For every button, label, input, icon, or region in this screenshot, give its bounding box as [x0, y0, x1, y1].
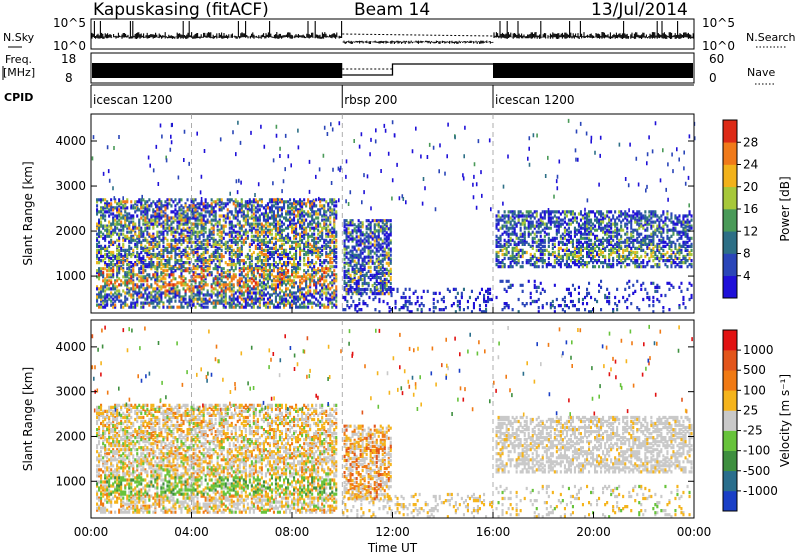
- power-colorbar-swatch: [723, 164, 737, 188]
- nsky-trace: [91, 21, 694, 44]
- nave-tick-top: 60: [709, 52, 724, 66]
- power-colorbar-tick-label: 28: [743, 135, 758, 149]
- power-ytick-label: 1000: [55, 269, 86, 283]
- power-colorbar-swatch: [723, 275, 737, 299]
- x-axis-label: Time UT: [367, 541, 418, 554]
- velocity-colorbar-swatch: [723, 410, 737, 431]
- cpid-label: CPID: [4, 91, 33, 104]
- power-colorbar-tick-label: 12: [743, 224, 758, 238]
- velocity-ytick-label: 1000: [55, 474, 86, 488]
- strip-panels: N.Sky 10^5 10^0 10^5 10^0 N.Search Freq.[MHz] 1…: [2, 16, 796, 108]
- velocity-cells: [91, 324, 693, 519]
- velocity-ytick-label: 3000: [55, 385, 86, 399]
- power-ylabel: Slant Range [km]: [21, 161, 35, 265]
- power-ytick-label: 3000: [55, 179, 86, 193]
- freq-tick-bottom: 8: [65, 71, 73, 85]
- velocity-colorbar-tick-label: 500: [743, 363, 766, 377]
- velocity-colorbar-swatch: [723, 330, 737, 351]
- power-cell-group: [96, 120, 693, 314]
- velocity-colorbar-swatch: [723, 350, 737, 371]
- nave-tick-bottom: 0: [709, 71, 717, 85]
- velocity-colorbar-swatch: [723, 430, 737, 451]
- nsearch-tick-top: 10^5: [702, 16, 735, 30]
- velocity-colorbar-swatch: [723, 470, 737, 492]
- velocity-colorbar-frame: [722, 329, 738, 512]
- velocity-cell-group: [96, 328, 680, 496]
- power-cell-group: [98, 267, 336, 293]
- power-colorbar-tick-label: 8: [743, 247, 751, 261]
- nsky-label: N.Sky: [3, 31, 35, 44]
- velocity-colorbar-tick-label: 1000: [743, 343, 774, 357]
- power-colorbar-tick-label: 16: [743, 202, 758, 216]
- power-colorbar-swatch: [723, 186, 737, 210]
- power-cell-group: [96, 121, 693, 314]
- nsearch-tick-bottom: 10^0: [702, 39, 735, 53]
- x-tick-label: 00:00: [74, 525, 109, 539]
- power-colorbar-tick-label: 24: [743, 158, 758, 172]
- nsearch-trace: [342, 33, 494, 37]
- freq-band-2: [493, 63, 693, 78]
- power-colorbar-swatch: [723, 253, 737, 277]
- power-colorbar-tick-label: 4: [743, 269, 751, 283]
- beam-title: Beam 14: [354, 0, 431, 20]
- power-colorbar-swatch: [723, 142, 737, 165]
- velocity-colorbar-swatch: [723, 450, 737, 472]
- cpid-segment-label: icescan 1200: [93, 93, 172, 107]
- velocity-colorbar-swatch: [723, 390, 737, 411]
- power-panel: 1000 2000 3000 4000 Slant Range [km]: [21, 113, 696, 314]
- velocity-ytick-label: 2000: [55, 429, 86, 443]
- x-tick-label: 12:00: [375, 525, 410, 539]
- date-title: 13/Jul/2014: [591, 0, 688, 20]
- velocity-colorbar-tick-label: -25: [743, 424, 763, 438]
- x-tick-label: 16:00: [476, 525, 511, 539]
- power-cell-group: [98, 198, 338, 309]
- power-ytick-label: 4000: [55, 134, 86, 148]
- freq-band-1: [92, 63, 343, 78]
- cpid-segment-label: icescan 1200: [495, 93, 574, 107]
- velocity-colorbar-tick-label: -1000: [743, 484, 778, 498]
- nsky-frame: [90, 18, 695, 50]
- x-tick-label: 08:00: [275, 525, 310, 539]
- cpid-segment-label: rbsp 200: [344, 93, 397, 107]
- nsky-tick-bottom: 10^0: [53, 39, 86, 53]
- x-tick-label: 04:00: [174, 525, 209, 539]
- nsky-tick-top: 10^5: [53, 16, 86, 30]
- station-title: Kapuskasing (fitACF): [93, 0, 269, 20]
- x-tick-label: 00:00: [677, 525, 712, 539]
- x-tick-label: 20:00: [576, 525, 611, 539]
- velocity-cell-group: [96, 325, 693, 519]
- velocity-colorbar-tick-label: -500: [743, 464, 770, 478]
- velocity-colorbar-label: Velocity [m s⁻¹]: [778, 374, 792, 467]
- velocity-panel: 1000 2000 3000 4000 Slant Range [km]: [21, 319, 695, 519]
- power-colorbar-swatch: [723, 120, 737, 143]
- power-ytick-label: 2000: [55, 224, 86, 238]
- axes: 00:00 04:00 08:00 12:00 16:00 20:00 00:00 Time …: [74, 525, 712, 554]
- velocity-colorbar-tick-label: 25: [743, 403, 758, 417]
- freq-unit: [MHz]: [3, 66, 35, 79]
- freq-label: Freq.: [5, 53, 32, 66]
- freq-line-rbsp: [342, 63, 493, 76]
- power-colorbar-label: Power [dB]: [778, 176, 792, 241]
- colorbars: 4 8 12 16 20 24 28 Power [dB] 1000 500 100 25 -25 -10…: [722, 119, 792, 512]
- power-cell-group: [96, 198, 693, 309]
- power-cells: [91, 118, 696, 314]
- velocity-ylabel: Slant Range [km]: [21, 367, 35, 471]
- power-colorbar-swatch: [723, 209, 737, 232]
- velocity-colorbar-swatch: [723, 490, 737, 512]
- nsearch-label: N.Search: [746, 31, 796, 44]
- velocity-ytick-label: 4000: [55, 340, 86, 354]
- velocity-colorbar-tick-label: 100: [743, 383, 766, 397]
- velocity-colorbar-tick-label: -100: [743, 444, 770, 458]
- power-colorbar-tick-label: 20: [743, 180, 758, 194]
- freq-tick-top: 18: [61, 52, 76, 66]
- velocity-colorbar-swatch: [723, 370, 737, 391]
- velocity-cell-group: [96, 326, 693, 519]
- nave-label: Nave: [747, 66, 775, 79]
- freq-frame: [90, 52, 695, 84]
- power-colorbar-swatch: [723, 231, 737, 254]
